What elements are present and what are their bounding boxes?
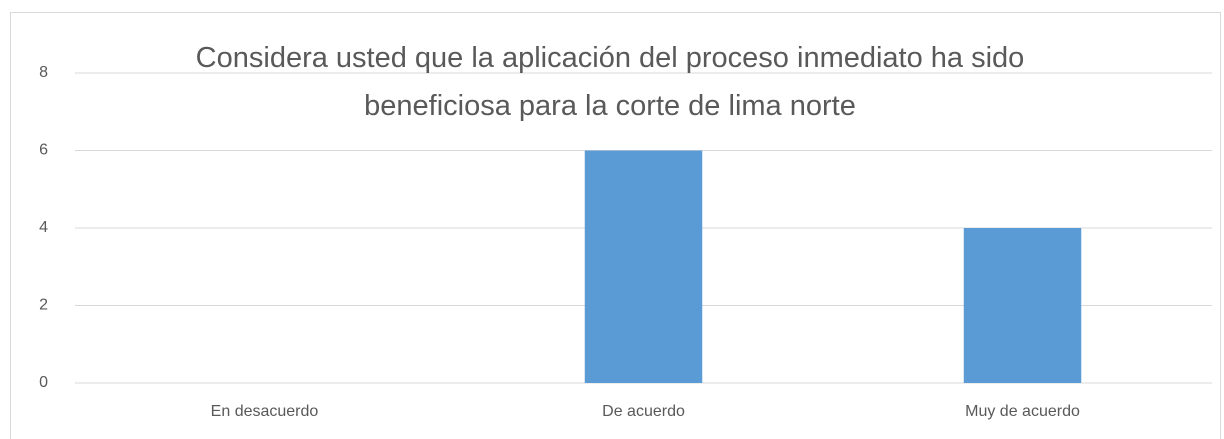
y-tick-label: 4 <box>39 219 48 236</box>
x-tick-label: De acuerdo <box>602 403 685 420</box>
y-tick-label: 0 <box>39 374 48 391</box>
bar <box>963 228 1082 383</box>
bar <box>584 150 703 383</box>
chart-title: Considera usted que la aplicación del pr… <box>195 42 1025 122</box>
y-tick-label: 2 <box>39 297 48 314</box>
x-tick-label: En desacuerdo <box>211 403 319 420</box>
y-tick-label: 6 <box>39 142 48 159</box>
x-tick-label: Muy de acuerdo <box>965 403 1080 420</box>
y-tick-label: 8 <box>39 64 48 81</box>
